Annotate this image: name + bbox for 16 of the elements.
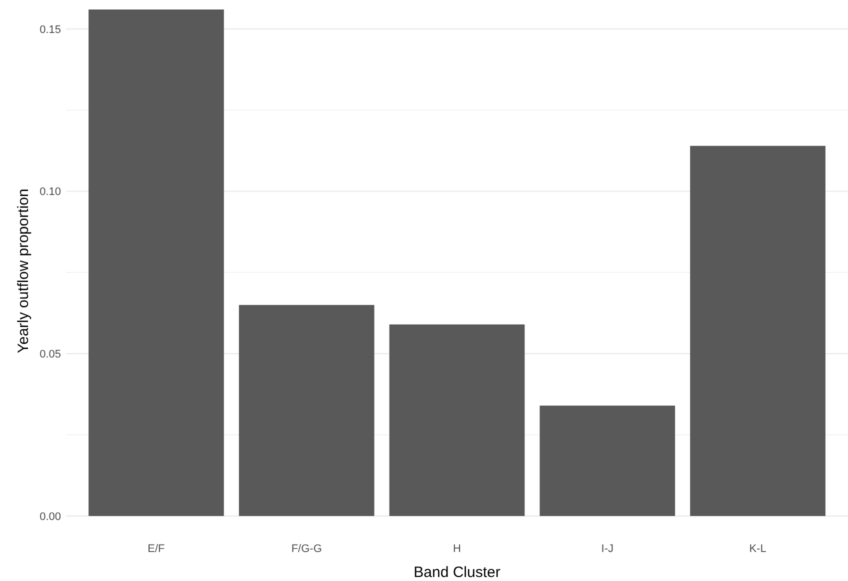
y-tick-label: 0.15: [40, 24, 61, 36]
y-tick-label: 0.10: [40, 186, 61, 198]
y-tick-label: 0.05: [40, 348, 61, 361]
y-tick-label: 0.00: [40, 510, 61, 523]
bar: [238, 304, 374, 516]
bar: [690, 146, 826, 516]
bar: [540, 406, 676, 516]
y-axis-title: Yearly outflow proportion: [15, 188, 32, 354]
x-tick-label: K-L: [749, 543, 766, 555]
x-tick-label: E/F: [148, 543, 166, 555]
x-axis-title: Band Cluster: [414, 564, 500, 581]
x-tick-label: F/G-G: [291, 543, 322, 555]
x-tick-label: H: [453, 543, 462, 555]
x-tick-label: I-J: [601, 543, 614, 555]
bar: [88, 9, 224, 516]
bar: [389, 324, 525, 516]
